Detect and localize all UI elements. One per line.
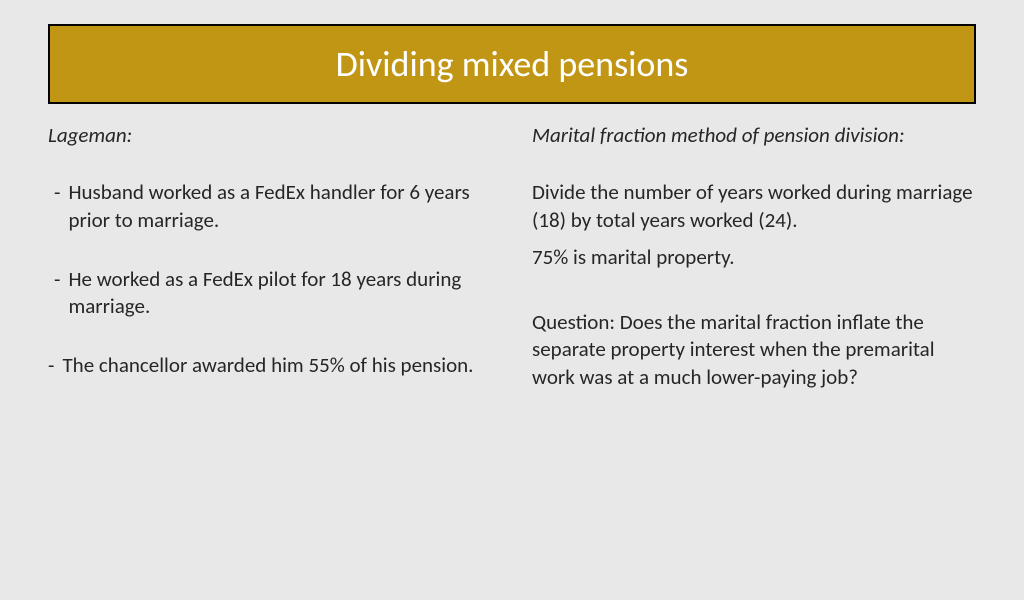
list-item: - He worked as a FedEx pilot for 18 year…	[48, 266, 492, 321]
right-heading: Marital fraction method of pension divis…	[532, 122, 976, 149]
title-bar: Dividing mixed pensions	[48, 24, 976, 104]
left-heading: Lageman:	[48, 122, 492, 149]
list-item: - The chancellor awarded him 55% of his …	[48, 352, 492, 379]
bullet-dash: -	[54, 266, 60, 321]
paragraph: Divide the number of years worked during…	[532, 179, 976, 234]
paragraph: Question: Does the marital fraction infl…	[532, 309, 976, 391]
right-column: Marital fraction method of pension divis…	[532, 122, 976, 412]
slide-title: Dividing mixed pensions	[50, 42, 974, 86]
paragraph: 75% is marital property.	[532, 244, 976, 271]
bullet-text: He worked as a FedEx pilot for 18 years …	[68, 266, 492, 321]
bullet-dash: -	[48, 352, 54, 379]
left-column: Lageman: - Husband worked as a FedEx han…	[48, 122, 492, 412]
bullet-text: The chancellor awarded him 55% of his pe…	[62, 352, 492, 379]
bullet-text: Husband worked as a FedEx handler for 6 …	[68, 179, 492, 234]
content-columns: Lageman: - Husband worked as a FedEx han…	[48, 122, 976, 412]
list-item: - Husband worked as a FedEx handler for …	[48, 179, 492, 234]
bullet-dash: -	[54, 179, 60, 234]
